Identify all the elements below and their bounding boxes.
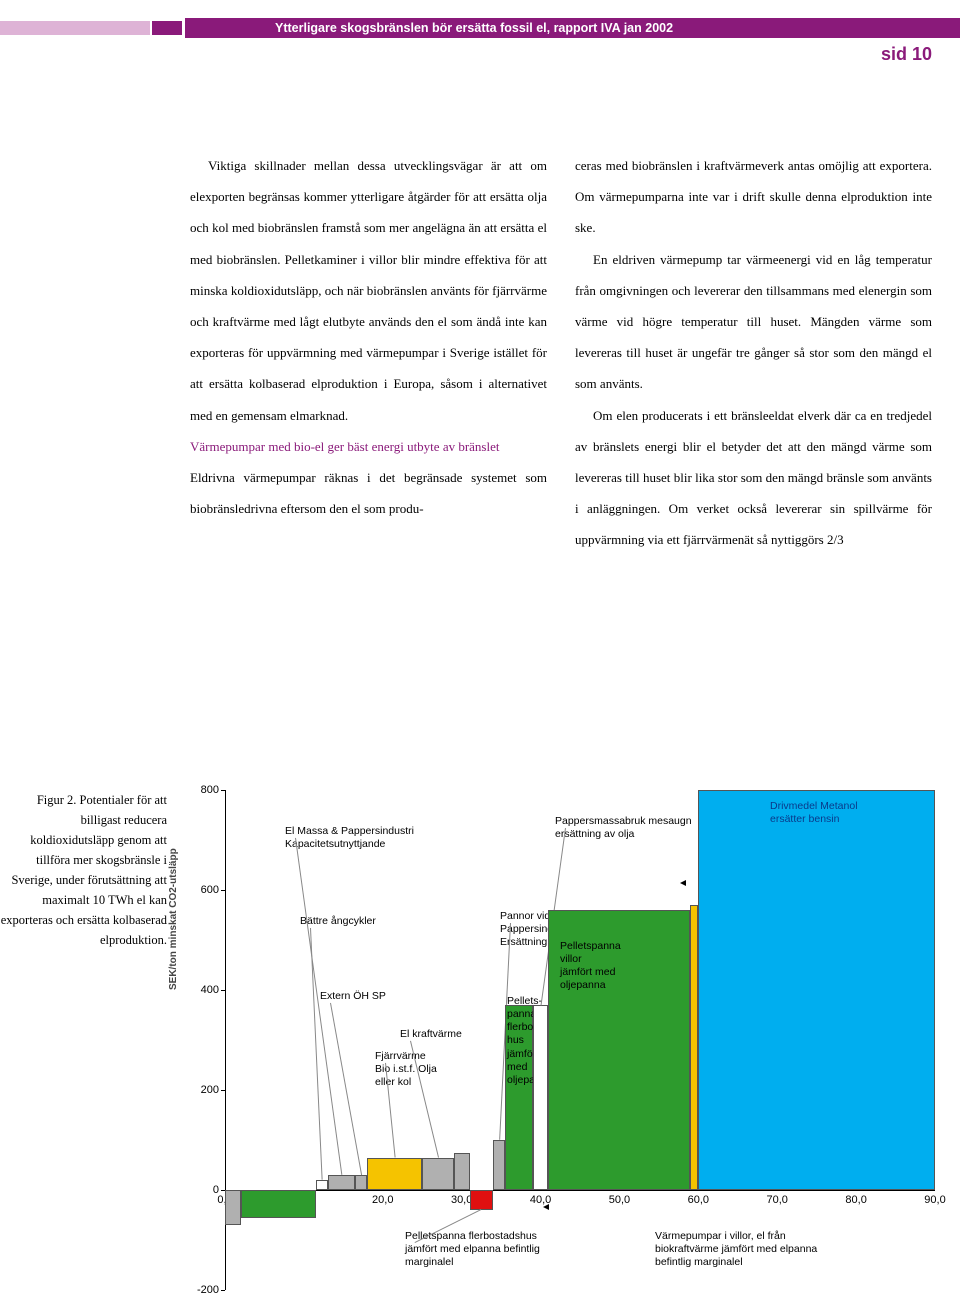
header-accent-light — [0, 21, 150, 35]
paragraph: Viktiga skillnader mellan dessa utveckli… — [190, 150, 547, 431]
bar-label: El kraftvärme — [400, 1028, 462, 1041]
paragraph: ceras med biobränslen i kraftvärmeverk a… — [575, 150, 932, 244]
chart-bar — [225, 1190, 241, 1225]
header-bar: Ytterligare skogsbränslen bör ersätta fo… — [0, 18, 960, 40]
y-tick: 600 — [187, 884, 219, 896]
y-tick: 400 — [187, 984, 219, 996]
chart-bar — [422, 1158, 454, 1191]
y-tick: 200 — [187, 1084, 219, 1096]
arrow-icon — [543, 1204, 549, 1210]
paragraph: En eldriven värmepump tar värmeenergi vi… — [575, 244, 932, 400]
paragraph: Eldrivna värmepumpar räknas i det begrän… — [190, 462, 547, 524]
chart-bar — [241, 1190, 316, 1218]
header-accent-dark — [152, 21, 182, 35]
x-tick: 70,0 — [767, 1194, 788, 1206]
chart-bar — [367, 1158, 422, 1191]
figure-2-chart: SEK/ton minskat CO2-utsläpp -20002004006… — [180, 790, 940, 1290]
chart-bar — [470, 1190, 494, 1210]
chart-bar — [690, 905, 698, 1190]
page-number: sid 10 — [881, 44, 932, 65]
body-text: Viktiga skillnader mellan dessa utveckli… — [190, 150, 932, 555]
column-right: ceras med biobränslen i kraftvärmeverk a… — [575, 150, 932, 555]
subheading: Värmepumpar med bio-el ger bäst energi u… — [190, 431, 547, 462]
chart-bar — [328, 1175, 356, 1190]
chart-annotation: Värmepumpar i villor, el frånbiokraftvär… — [655, 1230, 817, 1269]
x-tick: 90,0 — [924, 1194, 945, 1206]
y-tick: -200 — [187, 1284, 219, 1296]
y-tick: 0 — [187, 1184, 219, 1196]
paragraph: Om elen producerats i ett bränsleeldat e… — [575, 400, 932, 556]
figure-caption: Figur 2. Potentialer för att billigast r… — [0, 790, 175, 950]
chart-bar — [493, 1140, 505, 1190]
bar-label: Bättre ångcykler — [300, 915, 376, 928]
y-tick: 800 — [187, 784, 219, 796]
chart-bar — [698, 790, 935, 1190]
x-tick: 60,0 — [688, 1194, 709, 1206]
bar-label: FjärrvärmeBio i.st.f. Oljaeller kol — [375, 1050, 437, 1089]
chart-bar — [355, 1175, 367, 1190]
x-tick: 50,0 — [609, 1194, 630, 1206]
bar-label: Extern ÖH SP — [320, 990, 386, 1003]
x-tick: 80,0 — [845, 1194, 866, 1206]
column-left: Viktiga skillnader mellan dessa utveckli… — [190, 150, 547, 555]
arrow-icon — [680, 880, 686, 886]
bar-label: Pelletspannavillorjämfört medoljepanna — [560, 940, 621, 993]
x-tick: 20,0 — [372, 1194, 393, 1206]
y-axis-label: SEK/ton minskat CO2-utsläpp — [168, 848, 179, 990]
chart-bar — [316, 1180, 328, 1190]
header-title: Ytterligare skogsbränslen bör ersätta fo… — [185, 18, 960, 38]
bar-label: Drivmedel Metanolersätter bensin — [770, 800, 858, 826]
chart-bar — [454, 1153, 470, 1191]
bar-label: El Massa & PappersindustriKapacitetsutny… — [285, 825, 414, 851]
bar-label: Pappersmassabruk mesaugnersättning av ol… — [555, 815, 692, 841]
chart-bar — [533, 1005, 549, 1190]
plot-area: -20002004006008000,010,020,030,040,050,0… — [225, 790, 935, 1290]
